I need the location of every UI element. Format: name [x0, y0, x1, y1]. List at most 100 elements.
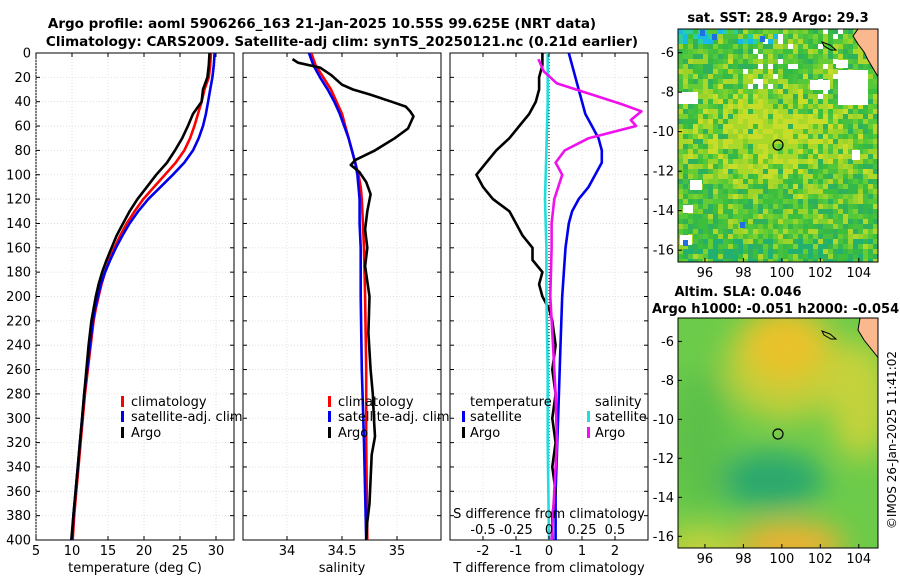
- sst-pixel: [748, 54, 753, 59]
- sst-pixel: [728, 254, 733, 259]
- sst-pixel: [763, 39, 768, 44]
- sst-pixel: [688, 54, 693, 59]
- sst-pixel: [793, 109, 798, 114]
- sst-pixel: [788, 234, 793, 239]
- sst-pixel: [793, 124, 798, 129]
- sst-pixel: [733, 199, 738, 204]
- sst-pixel: [758, 184, 763, 189]
- sst-pixel: [853, 174, 858, 179]
- sst-pixel: [818, 74, 823, 79]
- sst-pixel: [798, 144, 803, 149]
- sst-pixel: [733, 129, 738, 134]
- sst-pixel: [823, 49, 828, 54]
- sst-pixel: [828, 199, 833, 204]
- depth-tick-label: 160: [6, 241, 31, 256]
- sst-pixel: [853, 184, 858, 189]
- series-argo: [70, 53, 211, 540]
- sst-pixel: [783, 169, 788, 174]
- sst-pixel: [763, 34, 768, 39]
- sst-pixel: [738, 189, 743, 194]
- sst-pixel: [818, 139, 823, 144]
- sst-pixel: [828, 99, 833, 104]
- sst-pixel: [738, 174, 743, 179]
- sst-pixel: [828, 39, 833, 44]
- sst-pixel: [783, 224, 788, 229]
- sst-pixel: [828, 94, 833, 99]
- sst-pixel: [873, 239, 878, 244]
- sst-pixel: [793, 104, 798, 109]
- sst-pixel: [688, 164, 693, 169]
- sst-pixel: [823, 144, 828, 149]
- sst-pixel: [708, 34, 713, 39]
- sst-pixel: [873, 99, 878, 104]
- sla-map-island: [820, 330, 838, 340]
- sst-pixel: [733, 39, 738, 44]
- sst-pixel: [853, 169, 858, 174]
- sst-pixel: [788, 104, 793, 109]
- sst-pixel: [693, 119, 698, 124]
- sst-pixel: [773, 209, 778, 214]
- sst-pixel: [793, 174, 798, 179]
- sst-pixel: [868, 94, 873, 99]
- sst-pixel: [678, 29, 683, 34]
- sst-pixel: [798, 94, 803, 99]
- sst-pixel: [868, 249, 873, 254]
- s-diff-tick-label: -0.25: [499, 523, 533, 538]
- sst-pixel: [838, 39, 843, 44]
- sst-pixel: [818, 239, 823, 244]
- salinity-legend: climatology satellite-adj. clim Argo: [328, 395, 450, 441]
- sst-pixel: [718, 89, 723, 94]
- sst-pixel: [708, 159, 713, 164]
- sst-cloud-mask: [678, 92, 698, 104]
- sst-pixel: [773, 244, 778, 249]
- sst-pixel: [798, 199, 803, 204]
- sst-pixel: [798, 54, 803, 59]
- sst-pixel: [748, 89, 753, 94]
- sst-pixel: [718, 34, 723, 39]
- sst-pixel: [833, 54, 838, 59]
- sst-pixel: [803, 39, 808, 44]
- sst-pixel: [703, 69, 708, 74]
- sst-pixel: [798, 44, 803, 49]
- sst-pixel: [873, 224, 878, 229]
- sst-pixel: [738, 209, 743, 214]
- sst-pixel: [808, 214, 813, 219]
- sst-pixel: [708, 259, 713, 262]
- sst-pixel: [833, 214, 838, 219]
- sst-pixel: [753, 109, 758, 114]
- sst-pixel: [813, 254, 818, 259]
- sst-pixel: [698, 84, 703, 89]
- sst-pixel: [813, 159, 818, 164]
- sst-pixel: [808, 104, 813, 109]
- sst-pixel: [828, 49, 833, 54]
- sst-pixel: [748, 199, 753, 204]
- sst-pixel: [843, 169, 848, 174]
- sst-pixel: [868, 104, 873, 109]
- sst-cloud-mask: [810, 80, 830, 90]
- sst-pixel: [733, 74, 738, 79]
- sst-pixel: [788, 89, 793, 94]
- sst-pixel: [758, 94, 763, 99]
- sst-cloud-mask: [690, 180, 702, 190]
- sst-pixel: [743, 54, 748, 59]
- sst-pixel: [738, 194, 743, 199]
- sst-pixel: [743, 159, 748, 164]
- sst-pixel: [873, 254, 878, 259]
- sst-pixel: [753, 34, 758, 39]
- sst-pixel: [793, 239, 798, 244]
- sst-pixel: [728, 99, 733, 104]
- sst-pixel: [763, 184, 768, 189]
- sst-pixel: [868, 139, 873, 144]
- sst-pixel: [758, 234, 763, 239]
- sst-pixel: [763, 254, 768, 259]
- sst-pixel: [803, 144, 808, 149]
- sst-pixel: [843, 159, 848, 164]
- sst-pixel: [678, 49, 683, 54]
- sst-pixel: [788, 194, 793, 199]
- map-y-tick-label: -16: [653, 530, 674, 545]
- sst-pixel: [683, 134, 688, 139]
- sst-pixel: [788, 129, 793, 134]
- sst-pixel: [748, 174, 753, 179]
- sst-pixel: [858, 129, 863, 134]
- sst-pixel: [728, 239, 733, 244]
